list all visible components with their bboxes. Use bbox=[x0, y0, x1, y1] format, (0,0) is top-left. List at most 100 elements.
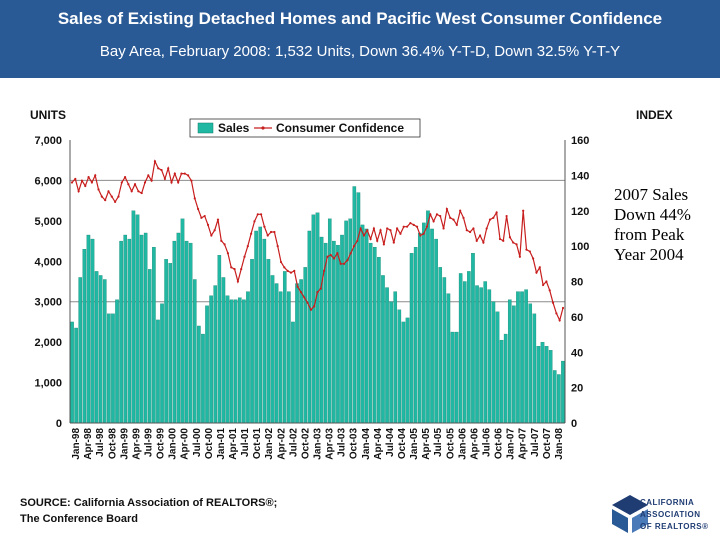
consumer-confidence-point bbox=[475, 239, 478, 242]
sales-bar bbox=[160, 303, 164, 424]
consumer-confidence-point bbox=[120, 181, 123, 184]
consumer-confidence-point bbox=[525, 248, 528, 251]
consumer-confidence-point bbox=[512, 241, 515, 244]
consumer-confidence-point bbox=[289, 271, 293, 274]
sales-bar bbox=[552, 370, 557, 424]
annotation-line-2: Down 44% bbox=[614, 205, 691, 224]
sales-bar bbox=[471, 253, 475, 424]
consumer-confidence-point bbox=[80, 179, 84, 182]
consumer-confidence-point bbox=[323, 269, 326, 272]
sales-bar bbox=[348, 218, 353, 424]
x-tick-label: Oct-01 bbox=[252, 428, 263, 460]
consumer-confidence-point bbox=[488, 218, 492, 221]
legend-cc-marker bbox=[261, 126, 265, 130]
sales-bar bbox=[520, 291, 524, 424]
sales-bar bbox=[364, 228, 369, 424]
sales-bar bbox=[483, 281, 488, 424]
right-tick-label: 140 bbox=[571, 170, 589, 182]
consumer-confidence-point bbox=[528, 250, 531, 253]
consumer-confidence-point bbox=[260, 213, 263, 216]
left-tick-label: 4,000 bbox=[34, 256, 62, 268]
x-tick-label: Jan-04 bbox=[361, 428, 372, 460]
sales-bar bbox=[503, 333, 508, 424]
sales-bar bbox=[197, 325, 201, 424]
consumer-confidence-point bbox=[263, 225, 266, 228]
logo-text-line-3: OF REALTORS® bbox=[640, 522, 709, 531]
sales-bar bbox=[119, 240, 123, 424]
consumer-confidence-point bbox=[206, 223, 210, 226]
consumer-confidence-point bbox=[94, 174, 97, 177]
sales-bar bbox=[246, 291, 250, 424]
sales-bar bbox=[385, 287, 389, 424]
consumer-confidence-point bbox=[167, 167, 170, 170]
left-tick-label: 0 bbox=[56, 418, 62, 430]
consumer-confidence-point bbox=[362, 234, 366, 237]
sales-bar bbox=[479, 287, 483, 424]
left-tick-label: 7,000 bbox=[34, 135, 62, 147]
sales-bar bbox=[540, 341, 545, 424]
consumer-confidence-point bbox=[515, 243, 518, 246]
x-tick-label: Oct-98 bbox=[107, 428, 118, 460]
x-tick-label: Oct-04 bbox=[397, 428, 408, 460]
consumer-confidence-point bbox=[173, 172, 176, 175]
sales-bar bbox=[315, 212, 320, 424]
consumer-confidence-point bbox=[545, 280, 548, 283]
consumer-confidence-point bbox=[250, 232, 253, 235]
sales-bar bbox=[184, 240, 189, 424]
consumer-confidence-point bbox=[376, 239, 379, 242]
x-tick-label: Apr-07 bbox=[518, 428, 529, 460]
consumer-confidence-point bbox=[117, 195, 120, 198]
consumer-confidence-point bbox=[492, 216, 495, 219]
sales-bar bbox=[274, 283, 279, 424]
sales-bar bbox=[78, 277, 83, 424]
sales-bar bbox=[344, 220, 348, 424]
sales-bar bbox=[336, 244, 340, 424]
consumer-confidence-point bbox=[459, 209, 462, 212]
sales-bar bbox=[299, 279, 303, 424]
sales-bar bbox=[372, 246, 377, 424]
sales-bar bbox=[278, 291, 283, 424]
consumer-confidence-point bbox=[190, 179, 193, 182]
sales-bar bbox=[426, 210, 430, 424]
sales-bar bbox=[180, 218, 185, 424]
consumer-confidence-point bbox=[505, 214, 508, 218]
consumer-confidence-point bbox=[180, 172, 183, 175]
consumer-confidence-point bbox=[399, 232, 402, 235]
sales-bar bbox=[360, 224, 365, 424]
sales-bar bbox=[475, 285, 479, 424]
sales-bar bbox=[417, 232, 422, 424]
x-tick-label: Jan-03 bbox=[313, 428, 324, 460]
consumer-confidence-point bbox=[269, 230, 273, 234]
x-tick-label: Jul-00 bbox=[192, 428, 203, 457]
sales-bar bbox=[450, 331, 455, 424]
consumer-confidence-point bbox=[283, 266, 286, 269]
consumer-confidence-point bbox=[77, 190, 80, 193]
right-tick-label: 20 bbox=[571, 383, 583, 395]
consumer-confidence-point bbox=[163, 177, 166, 181]
sales-bar bbox=[528, 303, 533, 424]
x-tick-label: Jan-08 bbox=[554, 428, 565, 460]
sales-bar bbox=[131, 210, 136, 424]
consumer-confidence-point bbox=[352, 245, 356, 248]
x-tick-label: Jan-01 bbox=[216, 428, 227, 460]
sales-bar bbox=[409, 253, 414, 424]
sales-bar bbox=[282, 271, 287, 424]
logo-text-line-1: CALIFORNIA bbox=[640, 498, 695, 507]
legend-cc-label: Consumer Confidence bbox=[276, 121, 404, 135]
consumer-confidence-point bbox=[502, 239, 505, 242]
sales-bar bbox=[516, 291, 520, 424]
sales-bar bbox=[532, 313, 537, 424]
sales-bar bbox=[242, 299, 246, 424]
annotation-text: 2007 Sales Down 44% from Peak Year 2004 bbox=[614, 185, 719, 265]
source-line-2: The Conference Board bbox=[20, 513, 138, 525]
sales-bar bbox=[127, 238, 132, 424]
sales-bar bbox=[401, 321, 406, 424]
sales-bar bbox=[102, 279, 107, 424]
consumer-confidence-point bbox=[303, 296, 306, 299]
sales-bar bbox=[123, 234, 128, 424]
consumer-confidence-point bbox=[240, 268, 243, 271]
sales-bar bbox=[548, 350, 553, 424]
sales-bar bbox=[86, 234, 91, 424]
sales-bar bbox=[307, 230, 312, 424]
consumer-confidence-point bbox=[339, 262, 342, 265]
